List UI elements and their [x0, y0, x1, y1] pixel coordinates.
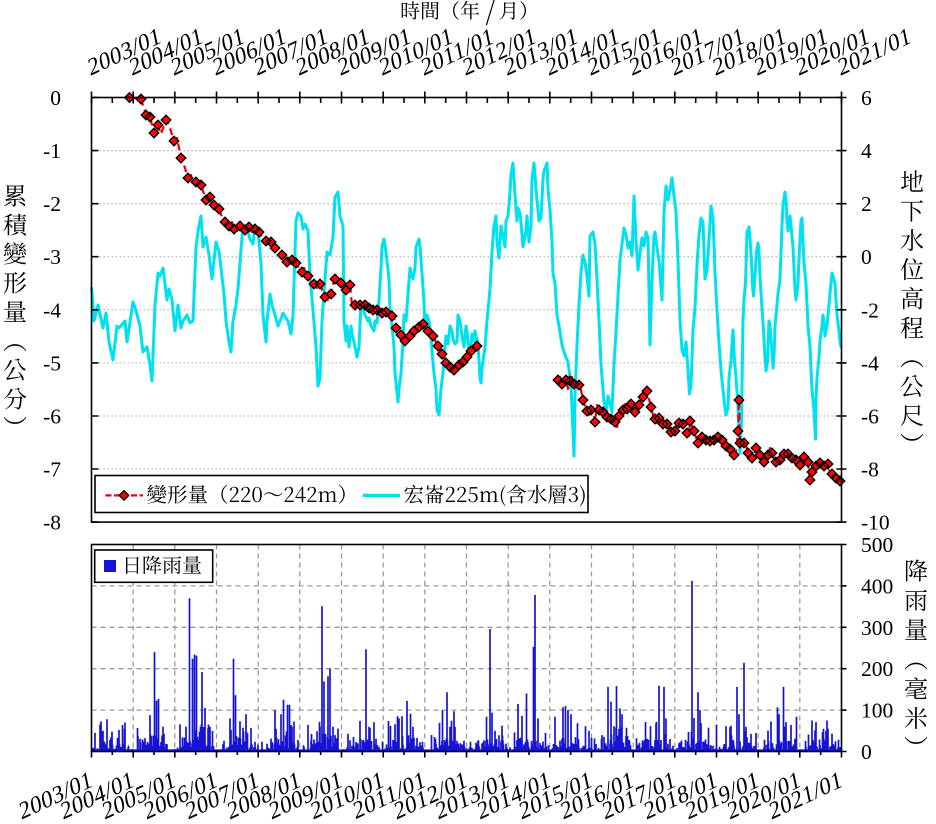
svg-text:-5: -5: [43, 351, 61, 375]
svg-text:-1: -1: [43, 139, 61, 163]
svg-text:-3: -3: [43, 245, 61, 269]
svg-text:500: 500: [861, 533, 893, 557]
svg-text:-6: -6: [43, 404, 61, 428]
svg-text:-2: -2: [861, 298, 879, 322]
svg-text:6: 6: [861, 86, 872, 110]
svg-text:300: 300: [861, 616, 893, 640]
svg-text:-7: -7: [43, 458, 61, 482]
svg-text:-6: -6: [861, 404, 879, 428]
svg-text:0: 0: [50, 86, 61, 110]
svg-text:0: 0: [861, 245, 872, 269]
svg-text:-10: -10: [861, 511, 890, 535]
svg-text:200: 200: [861, 657, 893, 681]
svg-text:400: 400: [861, 574, 893, 598]
svg-text:4: 4: [861, 139, 872, 163]
svg-text:-8: -8: [43, 511, 61, 535]
svg-text:-2: -2: [43, 192, 61, 216]
svg-text:0: 0: [861, 740, 872, 764]
svg-text:-4: -4: [861, 351, 879, 375]
svg-text:2: 2: [861, 192, 872, 216]
svg-text:-4: -4: [43, 298, 61, 322]
svg-text:-8: -8: [861, 458, 879, 482]
svg-text:100: 100: [861, 699, 893, 723]
